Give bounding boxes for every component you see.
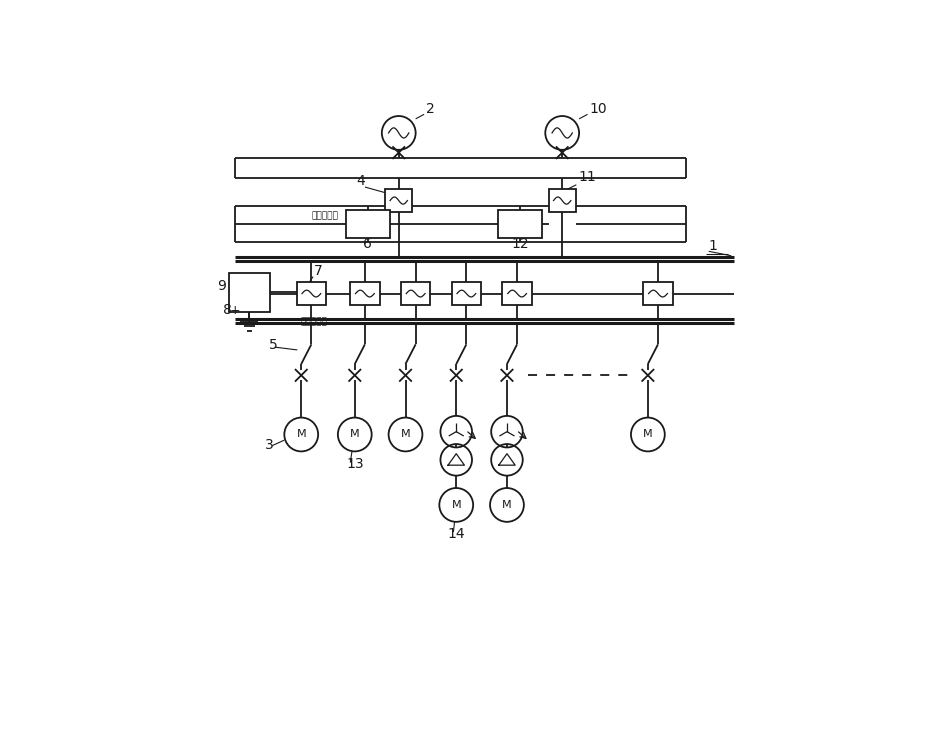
Text: 6: 6 [363,237,372,252]
Text: M: M [643,430,652,439]
Bar [643,283,673,305]
Text: M: M [451,500,461,510]
Text: 1: 1 [708,239,718,253]
Text: M: M [350,430,360,439]
Bar [385,189,412,212]
Text: 5: 5 [269,337,278,352]
Text: 开关量输出: 开关量输出 [300,318,327,326]
Text: M: M [502,500,512,510]
Bar [452,283,481,305]
Bar [498,210,541,239]
Bar [350,283,379,305]
Text: 2: 2 [426,102,434,116]
Text: 4: 4 [356,173,365,188]
Text: 11: 11 [578,170,596,184]
Text: +: + [229,305,240,318]
Text: 3: 3 [265,438,273,452]
Text: 14: 14 [447,526,465,541]
Text: M: M [401,430,410,439]
Bar [401,283,431,305]
Bar [296,283,326,305]
Text: 开关量输入: 开关量输入 [312,212,339,220]
Text: 12: 12 [512,237,529,252]
Text: 8: 8 [223,304,232,318]
Text: 9: 9 [216,279,226,293]
Text: 7: 7 [314,264,323,278]
Bar [229,273,269,312]
Text: 13: 13 [347,458,364,471]
Text: M: M [296,430,306,439]
Bar [549,189,576,212]
Bar [502,283,532,305]
Text: 10: 10 [589,102,607,116]
Bar [346,210,390,239]
